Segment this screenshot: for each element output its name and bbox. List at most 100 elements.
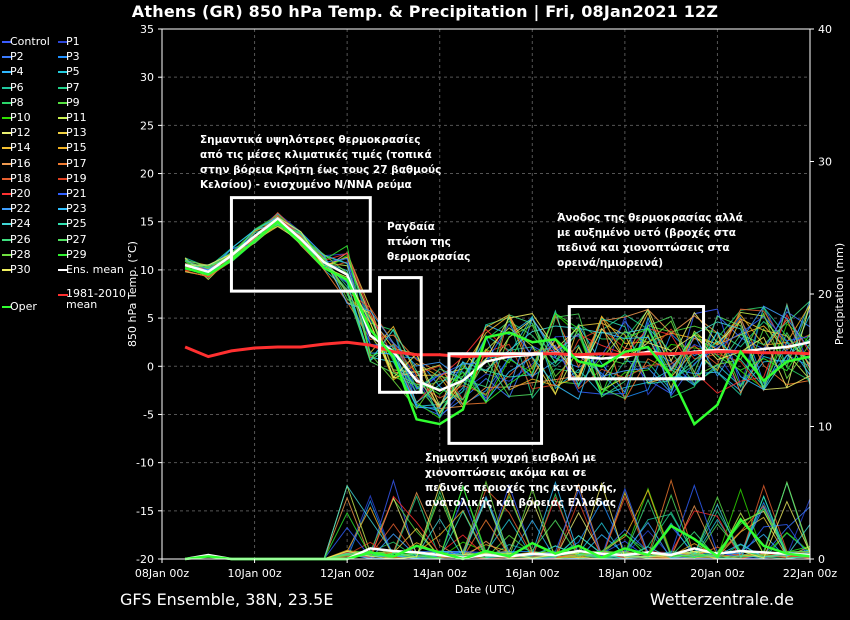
y2-tick-label: 40 — [818, 23, 832, 36]
annotation-line: πτώση της — [387, 236, 451, 248]
legend-label: P28 — [10, 247, 31, 261]
annotation-line: Ραγδαία — [387, 221, 435, 233]
annotation-line: στην βόρεια Κρήτη έως τους 27 βαθμούς — [200, 164, 442, 176]
legend-swatch — [58, 294, 68, 296]
legend-label: P15 — [66, 141, 87, 155]
annotation-line: πεδινές περιοχές της κεντρικής, — [425, 482, 617, 494]
legend-label: P14 — [10, 141, 31, 155]
legend-label: P16 — [10, 156, 31, 170]
legend-label: P8 — [10, 95, 24, 109]
legend-label: P18 — [10, 171, 31, 185]
annotation-cold: Σημαντική ψυχρή εισβολή με χιονοπτώσεις … — [425, 451, 617, 511]
y-tick-label: 15 — [140, 216, 154, 229]
annotation-rise: Άνοδος της θερμοκρασίας αλλά με αυξημένο… — [557, 211, 743, 271]
annotation-box — [229, 196, 372, 293]
x-tick-label: 18Jan 00z — [598, 567, 652, 580]
legend-label: P1 — [66, 35, 80, 48]
annotation-line: με αυξημένο υετό (βροχές στα — [557, 227, 736, 239]
legend-label: P24 — [10, 217, 31, 231]
legend-label: P2 — [10, 50, 24, 64]
member-line — [184, 215, 811, 404]
chart-title: Athens (GR) 850 hPa Temp. & Precipitatio… — [131, 2, 719, 21]
member-line — [185, 216, 811, 407]
axes — [158, 28, 814, 563]
legend-swatch — [58, 147, 68, 150]
annotation-line: Σημαντικά υψηλότερες θερμοκρασίες — [200, 134, 421, 146]
x-tick-label: 16Jan 00z — [505, 567, 559, 580]
legend-swatch — [58, 177, 68, 180]
annotation-line: ανατολικής και βόρειας Ελλάδας — [425, 497, 617, 509]
legend-swatch — [58, 41, 68, 43]
legend-swatch — [2, 306, 12, 308]
legend-label: Oper — [10, 300, 37, 313]
legend-label: P6 — [10, 80, 24, 94]
legend-swatch — [2, 117, 12, 119]
series-line-oper — [184, 220, 811, 427]
x-tick-label: 22Jan 00z — [783, 567, 837, 580]
legend-swatch — [2, 147, 12, 150]
legend-label: P26 — [10, 232, 31, 246]
legend-label: P21 — [66, 187, 87, 200]
legend-swatch — [58, 193, 68, 195]
legend-swatch — [2, 193, 12, 195]
legend-swatch — [2, 162, 12, 165]
y2-tick-label: 10 — [818, 421, 832, 434]
y-tick-label: 5 — [147, 312, 154, 325]
legend-label: P4 — [10, 65, 24, 79]
legend-label: P12 — [10, 126, 31, 140]
legend-swatch — [2, 132, 12, 135]
x-tick-label: 12Jan 00z — [320, 567, 374, 580]
legend-swatch — [58, 208, 68, 211]
annotation-warm: Σημαντικά υψηλότερες θερμοκρασίες από τι… — [200, 133, 441, 193]
legend-swatch — [2, 269, 12, 271]
tick-labels: 35 30 25 20 15 10 5 0 -5 -10 -15 -20 40 30 20 10 0 08Jan … — [135, 23, 837, 580]
legend-swatch — [2, 56, 12, 59]
legend-label: Control — [10, 35, 50, 48]
annotation-line: θερμοκρασίας — [387, 251, 471, 263]
annotation-boxes — [229, 196, 706, 445]
legend-swatch — [2, 86, 12, 89]
y-tick-label: 10 — [140, 264, 154, 277]
legend-swatch — [58, 223, 68, 226]
legend-swatch — [2, 223, 12, 226]
annotation-line: από τις μέσες κλιματικές τιμές (τοπικά — [200, 149, 432, 161]
legend-swatch — [58, 71, 68, 74]
legend-swatch — [2, 238, 12, 241]
y-tick-label: 30 — [140, 71, 154, 84]
legend-swatch — [58, 162, 68, 165]
legend-label: P20 — [10, 187, 31, 200]
y2-tick-label: 0 — [818, 553, 825, 566]
y-axis-label: 850 hPa Temp. (°C) — [126, 241, 139, 347]
legend-label: P27 — [66, 232, 87, 246]
legend-swatch — [58, 253, 68, 256]
x-tick-label: 20Jan 00z — [690, 567, 744, 580]
legend-label: P22 — [10, 202, 31, 216]
legend-swatch — [58, 132, 68, 135]
legend-label: P19 — [66, 171, 87, 185]
footer-model: GFS Ensemble, 38N, 23.5E — [120, 590, 334, 609]
y2-tick-label: 20 — [818, 288, 832, 301]
legend-swatch — [2, 208, 12, 211]
y-tick-label: 35 — [140, 23, 154, 36]
y-tick-label: 20 — [140, 168, 154, 181]
y2-axis-label: Precipitation (mm) — [833, 243, 846, 345]
annotation-drop: Ραγδαία πτώση της θερμοκρασίας — [387, 220, 470, 265]
annotation-line: χιονοπτώσεις ακόμα και σε — [425, 467, 587, 479]
legend-label: P5 — [66, 65, 80, 79]
legend-swatch — [58, 269, 68, 271]
legend-swatch — [58, 117, 68, 119]
annotation-line: ορεινά/ημιορεινά) — [557, 257, 663, 269]
legend-swatch — [58, 56, 68, 59]
legend-swatch — [2, 177, 12, 180]
legend-label: P23 — [66, 202, 87, 216]
annotation-line: Σημαντική ψυχρή εισβολή με — [425, 452, 597, 464]
x-tick-label: 14Jan 00z — [413, 567, 467, 580]
legend-label: P17 — [66, 156, 87, 170]
annotation-line: Κελσίου) - ενισχυμένο N/NNA ρεύμα — [200, 179, 412, 191]
x-axis-label: Date (UTC) — [455, 583, 515, 596]
annotation-line: Άνοδος της θερμοκρασίας αλλά — [557, 212, 743, 224]
legend-swatch — [2, 253, 12, 256]
footer-source: Wetterzentrale.de — [649, 590, 794, 609]
legend-swatch — [58, 101, 68, 104]
